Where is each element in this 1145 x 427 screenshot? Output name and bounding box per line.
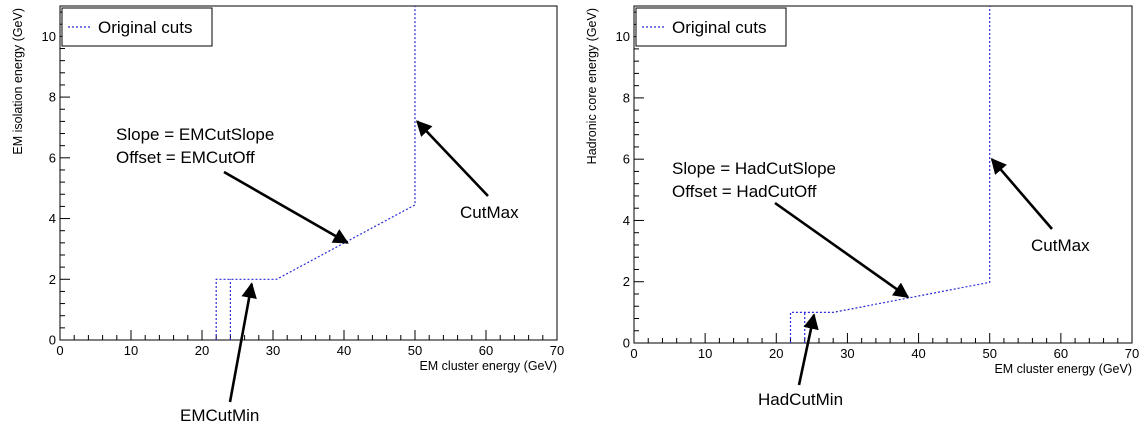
x-tick-label: 20 — [195, 343, 209, 358]
y-tick-label: 0 — [623, 336, 630, 351]
x-tick-label: 60 — [479, 343, 493, 358]
annotation-arrow — [774, 201, 910, 299]
y-tick-label: 10 — [616, 29, 630, 44]
legend-entry: Original cuts — [672, 18, 766, 37]
x-tick-label: 50 — [408, 343, 422, 358]
y-tick-label: 4 — [623, 213, 630, 228]
x-tick-label: 40 — [337, 343, 351, 358]
x-tick-label: 70 — [1125, 346, 1139, 361]
plot-frame — [59, 5, 558, 341]
plot-frame — [633, 5, 1133, 344]
annotation-label: EMCutMin — [180, 406, 259, 425]
chart-em-isolation: 0 10 20 30 40 50 60 70 0 2 4 6 8 10 EM cluster energy … — [11, 5, 564, 425]
annotation-label: Offset = HadCutOff — [672, 182, 817, 201]
series-line-original-cuts — [789, 6, 991, 343]
y-tick-label: 4 — [49, 211, 56, 226]
y-tick-label: 6 — [49, 150, 56, 165]
legend-box — [635, 7, 787, 47]
y-tick-label: 8 — [49, 90, 56, 105]
x-tick-label: 10 — [698, 346, 712, 361]
annotation-label: CutMax — [460, 203, 519, 222]
x-tick-label: 40 — [911, 346, 925, 361]
y-axis-title: EM isolation energy (GeV) — [11, 8, 25, 155]
x-axis-title: EM cluster energy (GeV) — [419, 359, 557, 373]
x-tick-label: 10 — [124, 343, 138, 358]
x-tick-label: 70 — [550, 343, 564, 358]
annotation-label: CutMax — [1031, 236, 1090, 255]
y-axis-title: Hadronic core energy (GeV) — [585, 8, 599, 164]
x-tick-label: 0 — [630, 346, 637, 361]
series-line-original-cuts — [215, 6, 416, 340]
annotation-arrow — [990, 157, 1053, 230]
y-tick-label: 8 — [623, 90, 630, 105]
y-tick-label: 2 — [623, 274, 630, 289]
y-tick-label: 6 — [623, 152, 630, 167]
annotation-label: Slope = EMCutSlope — [116, 125, 274, 144]
x-tick-label: 30 — [840, 346, 854, 361]
x-tick-label: 60 — [1054, 346, 1068, 361]
x-axis-title: EM cluster energy (GeV) — [994, 362, 1132, 376]
x-tick-label: 50 — [982, 346, 996, 361]
legend-entry: Original cuts — [98, 18, 192, 37]
annotation-arrow — [797, 313, 819, 386]
y-tick-label: 0 — [49, 333, 56, 348]
annotation-arrow — [416, 120, 489, 197]
annotation-arrow — [223, 170, 349, 244]
annotation-arrow — [228, 282, 257, 403]
annotation-label: HadCutMin — [758, 390, 843, 409]
chart-hadronic-core: 0 10 20 30 40 50 60 70 0 2 4 6 8 10 EM cluster energy … — [585, 5, 1139, 409]
x-tick-label: 20 — [769, 346, 783, 361]
x-tick-label: 0 — [56, 343, 63, 358]
x-tick-label: 30 — [266, 343, 280, 358]
y-tick-label: 10 — [42, 29, 56, 44]
legend-box — [61, 7, 213, 47]
annotation-label: Slope = HadCutSlope — [672, 159, 836, 178]
annotation-label: Offset = EMCutOff — [116, 148, 255, 167]
y-tick-label: 2 — [49, 272, 56, 287]
